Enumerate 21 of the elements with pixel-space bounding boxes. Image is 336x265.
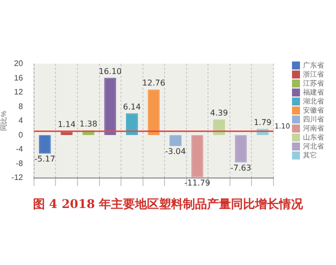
y-tick-label: 4	[18, 116, 24, 126]
y-tick-label: -12	[11, 173, 24, 182]
y-tick-label: -4	[16, 144, 24, 154]
text: 图 4 2018 年主要地区塑料制品产量同比增长情况	[32, 196, 304, 213]
text: 16.10	[98, 66, 122, 76]
y-tick-label: -8	[16, 158, 24, 168]
text: -3.04	[165, 147, 186, 156]
y-tick-label: 8	[18, 102, 24, 111]
text: 1.79	[254, 118, 272, 127]
y-tick-label: 0	[18, 130, 24, 140]
text: 12.76	[142, 78, 166, 88]
text: -5.17	[34, 154, 56, 164]
text: 1.38	[79, 119, 98, 128]
y-tick-label: 20	[14, 59, 24, 68]
y-tick-label: 16	[14, 73, 24, 82]
text: -7.63	[230, 163, 252, 172]
text: 6.14	[123, 102, 141, 112]
text: 1.14	[58, 120, 76, 130]
text: 4.39	[210, 108, 228, 118]
y-tick-label: 12	[14, 88, 24, 97]
text: -11.79	[184, 178, 210, 188]
